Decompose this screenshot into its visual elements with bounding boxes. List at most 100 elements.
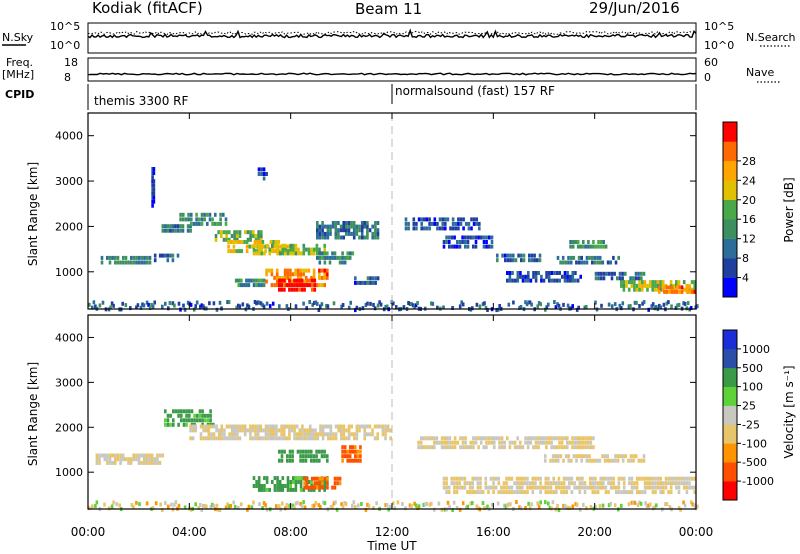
heat-cell	[569, 255, 573, 260]
heat-cell	[321, 424, 325, 429]
velocity-colorbar-segment	[723, 443, 737, 463]
heat-cell	[280, 249, 283, 254]
heat-cell	[442, 240, 446, 244]
heat-cell	[298, 283, 301, 288]
heat-cell	[166, 418, 170, 423]
heat-cell	[199, 304, 202, 309]
heat-cell	[428, 502, 432, 507]
heat-cell	[545, 274, 548, 279]
heat-cell	[438, 217, 442, 222]
heat-cell	[539, 481, 542, 486]
heat-cell	[189, 507, 193, 512]
heat-cell	[338, 476, 342, 481]
heat-cell	[313, 283, 317, 288]
heat-cell	[360, 231, 364, 236]
heat-cell	[562, 476, 566, 481]
heat-cell	[549, 485, 553, 490]
heat-cell	[324, 432, 327, 437]
heat-cell	[570, 476, 574, 481]
heat-cell	[307, 454, 310, 459]
heat-cell	[366, 280, 370, 285]
heat-cell	[326, 224, 330, 229]
heat-cell	[492, 476, 495, 481]
power-colorbar-tick-label: 8	[742, 252, 749, 265]
heat-cell	[189, 302, 193, 307]
heat-cell	[161, 224, 165, 229]
heat-cell	[257, 283, 261, 288]
heat-cell	[127, 457, 130, 462]
heat-cell	[547, 485, 550, 490]
heat-cell	[683, 301, 687, 306]
heat-cell	[483, 301, 486, 306]
heat-cell	[299, 501, 302, 506]
heat-cell	[319, 304, 322, 309]
heat-cell	[92, 300, 96, 305]
heat-cell	[571, 436, 574, 441]
heat-cell	[659, 476, 662, 481]
heat-cell	[124, 255, 128, 260]
heat-cell	[329, 424, 333, 429]
heat-cell	[286, 454, 289, 459]
heat-cell	[321, 235, 324, 240]
heat-cell	[552, 490, 555, 495]
heat-cell	[299, 484, 303, 488]
heat-cell	[638, 280, 641, 285]
heat-cell	[654, 280, 657, 285]
heat-cell	[256, 424, 260, 429]
heat-cell	[413, 501, 416, 506]
heat-cell	[166, 253, 170, 258]
heat-cell	[654, 283, 657, 288]
heat-cell	[624, 454, 628, 459]
heat-cell	[255, 484, 258, 488]
heat-cell	[664, 476, 668, 481]
heat-cell	[337, 428, 340, 433]
heat-cell	[130, 255, 133, 260]
heat-cell	[161, 304, 164, 309]
heat-cell	[363, 221, 367, 225]
heat-cell	[633, 481, 636, 486]
heat-cell	[218, 508, 222, 513]
heat-cell	[672, 481, 676, 486]
heat-cell	[318, 458, 321, 463]
heat-cell	[635, 476, 639, 481]
heat-cell	[417, 440, 420, 445]
heat-cell	[271, 247, 274, 252]
freq-left-unit: [MHz]	[2, 68, 34, 81]
heat-cell	[539, 485, 542, 490]
heat-cell	[187, 217, 190, 222]
heat-cell	[495, 308, 498, 313]
heat-cell	[260, 237, 263, 242]
heat-cell	[459, 221, 463, 226]
heat-cell	[352, 228, 356, 233]
heat-cell	[259, 301, 263, 306]
heat-cell	[420, 221, 423, 226]
heat-cell	[172, 418, 175, 423]
heat-cell	[166, 413, 170, 418]
heat-cell	[412, 217, 416, 222]
heat-cell	[233, 428, 237, 433]
heat-cell	[512, 258, 515, 263]
heat-cell	[252, 476, 256, 481]
velocity-colorbar-tick-label: 100	[742, 381, 763, 394]
heat-cell	[505, 485, 508, 490]
heat-cell	[498, 445, 501, 450]
heat-cell	[119, 460, 122, 465]
heat-cell	[281, 476, 285, 481]
heat-cell	[200, 508, 204, 512]
heat-cell	[474, 476, 477, 481]
heat-cell	[445, 485, 448, 490]
heat-cell	[602, 276, 606, 281]
heat-cell	[284, 251, 287, 256]
heat-cell	[329, 432, 333, 437]
heat-cell	[635, 485, 639, 490]
heat-cell	[693, 287, 696, 292]
heat-cell	[464, 445, 467, 450]
heat-cell	[152, 179, 156, 184]
heat-cell	[534, 271, 538, 275]
heat-cell	[314, 300, 318, 305]
heat-cell	[685, 306, 688, 311]
heat-cell	[458, 507, 462, 512]
heat-cell	[311, 428, 315, 433]
heat-cell	[596, 458, 599, 463]
heat-cell	[490, 244, 494, 249]
